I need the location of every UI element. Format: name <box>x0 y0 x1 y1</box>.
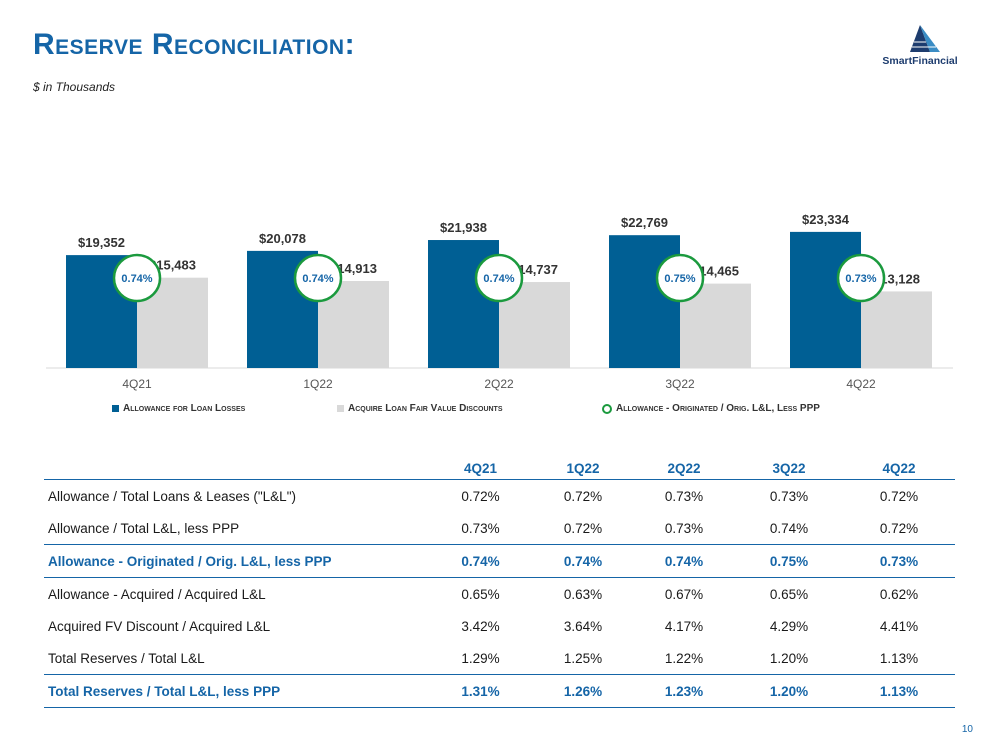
table-row: Allowance / Total Loans & Leases ("L&L")… <box>44 480 955 513</box>
table-cell: 0.72% <box>563 488 603 504</box>
ratio-marker-label: 0.75% <box>664 273 695 285</box>
page-subtitle: $ in Thousands <box>33 80 116 94</box>
table-cell: 1.23% <box>664 683 704 699</box>
table-row: Total Reserves / Total L&L 1.29% 1.25% 1.22… <box>44 642 955 675</box>
table-row: Allowance / Total L&L, less PPP 0.73% 0.72… <box>44 512 955 545</box>
table-cell: 0.63% <box>563 586 603 602</box>
table-cell: 0.74% <box>664 553 704 569</box>
table-cell: 0.74% <box>563 553 603 569</box>
ratio-marker <box>293 253 343 303</box>
table-cell: 0.65% <box>769 586 809 602</box>
table-cell: 4.17% <box>664 618 704 634</box>
table-cell: 0.73% <box>664 520 704 536</box>
table-cell: 0.72% <box>461 488 500 504</box>
data-label-allowance: $20,078 <box>259 231 306 246</box>
data-label-fv-discount: $15,483 <box>149 258 196 273</box>
table-row: Acquired FV Discount / Acquired L&L 3.42%… <box>44 610 955 642</box>
table-cell: 1.26% <box>563 683 603 699</box>
ratio-marker-label: 0.74% <box>121 273 152 285</box>
table-row-label: Total Reserves / Total L&L <box>48 650 205 666</box>
table-cell: 0.73% <box>461 520 500 536</box>
table-cell: 0.72% <box>879 520 919 536</box>
ratio-marker-label: 0.74% <box>302 273 333 285</box>
table-cell: 4.41% <box>879 618 919 634</box>
legend-swatch-allowance <box>112 405 119 412</box>
table-row-label: Acquired FV Discount / Acquired L&L <box>48 618 271 634</box>
table-cell: 0.67% <box>664 586 704 602</box>
x-tick-label: 4Q22 <box>846 377 876 391</box>
legend-item-allowance: Allowance for Loan Losses <box>112 403 245 414</box>
table-header: 4Q22 <box>882 460 916 476</box>
logo-mark-icon <box>910 25 940 52</box>
table-cell: 0.74% <box>461 553 500 569</box>
reserve-ratio-table: 4Q21 1Q22 2Q22 3Q22 4Q22 Allowance / Tot… <box>44 457 955 708</box>
table-cell: 1.29% <box>461 650 500 666</box>
legend-label-fv-discounts: Acquire Loan Fair Value Discounts <box>348 403 503 414</box>
ratio-marker <box>836 253 886 303</box>
data-label-allowance: $21,938 <box>440 220 487 235</box>
table-cell: 0.72% <box>879 488 919 504</box>
table-row-label: Allowance - Acquired / Acquired L&L <box>48 586 266 602</box>
x-tick-label: 1Q22 <box>303 377 333 391</box>
legend-label-allowance: Allowance for Loan Losses <box>123 403 246 414</box>
table-row-label: Allowance / Total L&L, less PPP <box>48 520 240 536</box>
legend-item-fv-discounts: Acquire Loan Fair Value Discounts <box>337 403 503 414</box>
x-tick-label: 4Q21 <box>122 377 152 391</box>
table-row: Allowance - Acquired / Acquired L&L 0.65%… <box>44 578 955 611</box>
legend-swatch-fv-discounts <box>337 405 344 412</box>
page-number: 10 <box>961 724 973 735</box>
table-row-label: Total Reserves / Total L&L, less PPP <box>48 683 281 699</box>
data-label-allowance: $22,769 <box>621 215 668 230</box>
bar-allowance <box>609 235 680 368</box>
table-cell: 3.42% <box>461 618 500 634</box>
table-header <box>44 457 428 480</box>
table-header: 1Q22 <box>566 460 600 476</box>
table-cell: 1.25% <box>563 650 603 666</box>
legend-item-originated-ratio: Allowance - Originated / Orig. L&L, Less… <box>602 403 820 414</box>
ratio-marker <box>655 253 705 303</box>
ratio-marker-label: 0.74% <box>483 273 514 285</box>
table-header: 4Q21 <box>463 460 498 476</box>
reserve-bar-chart: $19,352$15,4830.74%4Q21$20,078$14,9130.7… <box>46 212 953 391</box>
table-cell: 1.31% <box>461 683 500 699</box>
table-cell: 0.75% <box>769 553 809 569</box>
table-cell: 0.65% <box>461 586 500 602</box>
x-tick-label: 3Q22 <box>665 377 695 391</box>
table-header: 3Q22 <box>772 460 806 476</box>
table-header: 2Q22 <box>667 460 701 476</box>
table-header-row: 4Q21 1Q22 2Q22 3Q22 4Q22 <box>44 457 955 480</box>
ratio-marker-label: 0.73% <box>845 273 876 285</box>
table-row-label: Allowance - Originated / Orig. L&L, less… <box>48 553 332 569</box>
x-tick-label: 2Q22 <box>484 377 514 391</box>
table-cell: 1.20% <box>769 683 809 699</box>
table-cell: 0.73% <box>769 488 809 504</box>
table-cell: 0.73% <box>664 488 704 504</box>
table-cell: 0.72% <box>563 520 603 536</box>
page-title: Reserve Reconciliation: <box>33 28 356 61</box>
table-cell: 0.62% <box>879 586 919 602</box>
table-cell: 4.29% <box>769 618 809 634</box>
table-cell: 1.13% <box>879 683 919 699</box>
company-logo: SmartFinancial <box>878 22 962 70</box>
table-cell: 3.64% <box>563 618 603 634</box>
table-cell: 0.73% <box>879 553 919 569</box>
table-row-label: Allowance / Total Loans & Leases ("L&L") <box>48 488 296 504</box>
table-cell: 0.74% <box>769 520 809 536</box>
table-cell: 1.13% <box>879 650 919 666</box>
logo-text: SmartFinancial <box>882 55 958 67</box>
ratio-marker <box>474 253 524 303</box>
bar-allowance <box>790 231 861 368</box>
data-label-fv-discount: $14,913 <box>330 261 377 276</box>
bar-fv-discount <box>861 291 932 368</box>
data-label-allowance: $23,334 <box>802 212 850 227</box>
table-row: Allowance - Originated / Orig. L&L, less… <box>44 544 955 578</box>
table-row: Total Reserves / Total L&L, less PPP 1.31… <box>44 674 955 708</box>
legend-swatch-originated-ratio <box>602 403 612 414</box>
table-cell: 1.22% <box>664 650 704 666</box>
ratio-marker <box>112 253 162 303</box>
legend-label-originated-ratio: Allowance - Originated / Orig. L&L, Less… <box>616 403 820 414</box>
data-label-allowance: $19,352 <box>78 235 125 250</box>
table-cell: 1.20% <box>769 650 809 666</box>
